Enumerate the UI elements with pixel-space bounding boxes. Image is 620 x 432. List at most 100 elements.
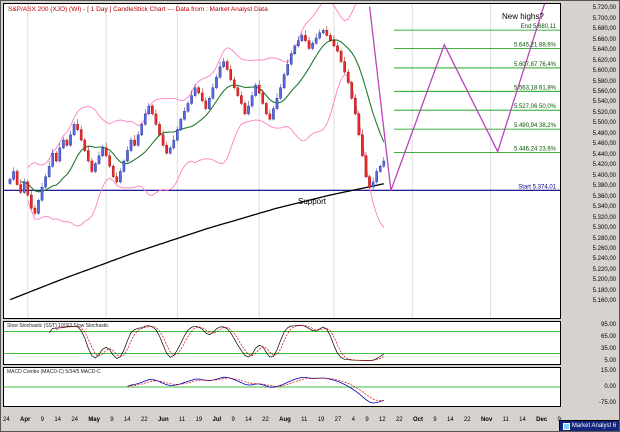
indicator-axis-label: 0.00 bbox=[604, 384, 616, 390]
date-label: 22 bbox=[140, 417, 148, 423]
date-label: 22 bbox=[395, 417, 403, 423]
indicator-axis-label: 15.00 bbox=[600, 368, 616, 374]
date-label: Aug bbox=[279, 417, 291, 423]
price-axis-label: 5.540,00 bbox=[592, 99, 616, 106]
date-label: 9 bbox=[365, 417, 369, 423]
price-axis-label: 5.400,00 bbox=[592, 172, 616, 179]
long-ma-line bbox=[9, 183, 384, 301]
svg-text:5.607,87 76,4%: 5.607,87 76,4% bbox=[514, 62, 557, 68]
date-label: 24 bbox=[71, 417, 78, 423]
svg-text:Start 5.374,01: Start 5.374,01 bbox=[518, 184, 556, 190]
stoch-k-line bbox=[48, 324, 385, 361]
price-axis-label: 5.600,00 bbox=[592, 68, 616, 74]
price-axis-label: 5.260,00 bbox=[592, 246, 616, 252]
date-label: Nov bbox=[480, 417, 493, 423]
annotation-new-highs: New highs? bbox=[502, 12, 544, 21]
date-label: 19 bbox=[195, 417, 203, 423]
date-label: 9 bbox=[110, 417, 114, 423]
price-axis-label: 5.200,00 bbox=[592, 277, 616, 284]
price-axis-label: 5.280,00 bbox=[592, 235, 616, 242]
macd-panel: MACD Combo (MACD-C) 5/34/5 MACD-C bbox=[3, 367, 561, 407]
price-axis-label: 5.680,00 bbox=[592, 26, 616, 33]
date-label: Jun bbox=[157, 417, 169, 423]
price-axis-label: 5.320,00 bbox=[592, 214, 616, 221]
date-label: 24 bbox=[3, 417, 10, 423]
date-label: 9 bbox=[231, 417, 235, 423]
indicator-axis-label: 5.00 bbox=[604, 358, 616, 364]
market-analyst-button-label: Market Analyst 6 bbox=[571, 423, 617, 429]
price-axis-label: 5.160,00 bbox=[592, 298, 616, 305]
svg-text:5.563,18 61,8%: 5.563,18 61,8% bbox=[514, 85, 557, 91]
price-axis-label: 5.440,00 bbox=[592, 151, 616, 158]
date-axis: 24 Apr 9 14 24 May 9 14 22 Jun 11 19 Jul 9 14 22 Aug 11 19… bbox=[3, 414, 561, 426]
date-label: Oct bbox=[412, 417, 423, 423]
price-axis-label: 5.420,00 bbox=[592, 162, 616, 169]
indicator-axis-label: -75.00 bbox=[598, 400, 616, 406]
price-axis[interactable]: 5.720,00 5.700,00 5.680,00 5.660,00 5.640,00… bbox=[562, 3, 619, 319]
svg-text:5.446,24 23,6%: 5.446,24 23,6% bbox=[514, 147, 557, 153]
bollinger-upper bbox=[27, 4, 357, 168]
price-axis-label: 5.640,00 bbox=[592, 47, 616, 54]
svg-text:5.527,06 50,0%: 5.527,06 50,0% bbox=[514, 104, 557, 110]
price-axis-label: 5.360,00 bbox=[592, 193, 616, 200]
annotation-support: Support bbox=[298, 197, 327, 206]
stochastic-svg[interactable] bbox=[4, 322, 560, 364]
price-axis-label: 5.180,00 bbox=[592, 287, 616, 294]
date-label: 12 bbox=[378, 417, 386, 423]
date-label: 14 bbox=[446, 417, 454, 423]
indicator-axis-label: 95.00 bbox=[600, 322, 616, 328]
candlesticks bbox=[8, 25, 386, 215]
date-label: 27 bbox=[334, 417, 342, 423]
main-chart-panel: End 5.680,11 5.645,21 88,6% 5.607,87 76,4%… bbox=[3, 3, 561, 319]
price-axis-label: 5.300,00 bbox=[592, 225, 616, 231]
date-label: 22 bbox=[262, 417, 269, 423]
price-axis-label: 5.380,00 bbox=[592, 183, 616, 190]
price-axis-label: 5.480,00 bbox=[592, 130, 616, 137]
svg-text:5.645,21 88,6%: 5.645,21 88,6% bbox=[514, 42, 557, 48]
stochastic-panel: Slow Stochastic (SST) 10/3/3 Slow Stocha… bbox=[3, 321, 561, 365]
stochastic-label: Slow Stochastic (SST) 10/3/3 Slow Stocha… bbox=[7, 323, 109, 329]
price-axis-label: 5.560,00 bbox=[592, 89, 616, 95]
price-axis-label: 5.240,00 bbox=[592, 256, 616, 263]
price-axis-label: 5.460,00 bbox=[592, 141, 616, 148]
svg-text:End 5.680,11: End 5.680,11 bbox=[521, 24, 557, 30]
macd-axis: 15.00 0.00 -75.00 bbox=[562, 367, 619, 407]
date-label: 14 bbox=[245, 417, 252, 423]
main-chart-svg[interactable]: End 5.680,11 5.645,21 88,6% 5.607,87 76,4%… bbox=[4, 4, 560, 318]
svg-text:5.490,94 38,2%: 5.490,94 38,2% bbox=[514, 123, 557, 129]
fibonacci-lines bbox=[4, 29, 560, 191]
date-label: 22 bbox=[463, 417, 471, 423]
date-label: 14 bbox=[519, 417, 526, 423]
price-axis-label: 5.340,00 bbox=[592, 204, 616, 211]
macd-signal-line bbox=[127, 377, 384, 402]
stoch-d-line bbox=[56, 325, 384, 361]
indicator-axis-label: 35.00 bbox=[600, 346, 616, 352]
macd-svg[interactable] bbox=[4, 368, 560, 406]
chart-title: S&P/ASX 200 (XJO) (WI) - [ 1 Day ] Candl… bbox=[8, 6, 268, 13]
macd-label: MACD Combo (MACD-C) 5/34/5 MACD-C bbox=[7, 369, 101, 375]
date-label: 4 bbox=[351, 417, 355, 423]
date-label: 9 bbox=[40, 417, 44, 423]
date-label: Dec bbox=[536, 417, 548, 423]
price-axis-label: 5.500,00 bbox=[592, 120, 616, 127]
date-label: May bbox=[88, 417, 100, 423]
date-label: 11 bbox=[301, 417, 308, 423]
price-axis-label: 5.660,00 bbox=[592, 36, 616, 43]
market-analyst-taskbar-button[interactable]: Market Analyst 6 bbox=[559, 420, 619, 431]
price-axis-label: 5.580,00 bbox=[592, 78, 616, 85]
price-axis-label: 5.620,00 bbox=[592, 57, 616, 64]
green-ma-line bbox=[20, 39, 385, 193]
price-axis-label: 5.720,00 bbox=[592, 5, 616, 12]
date-label: 14 bbox=[123, 417, 131, 423]
date-label: Apr bbox=[20, 417, 31, 423]
price-axis-label: 5.520,00 bbox=[592, 109, 616, 116]
indicator-axis-label: 65.00 bbox=[600, 334, 616, 340]
date-label: Jul bbox=[212, 417, 222, 423]
date-label: 14 bbox=[54, 417, 61, 423]
date-label: 11 bbox=[178, 417, 186, 423]
month-gridlines bbox=[27, 4, 492, 318]
date-label: 11 bbox=[502, 417, 509, 423]
macd-line bbox=[127, 376, 384, 404]
date-label: 19 bbox=[317, 417, 325, 423]
